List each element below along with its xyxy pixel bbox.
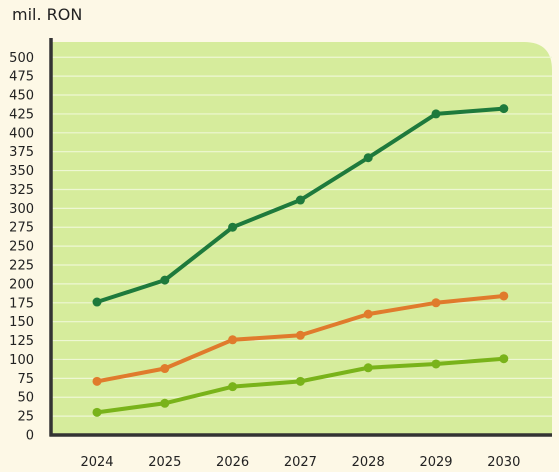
data-point: [295, 330, 305, 340]
data-point: [431, 109, 441, 119]
data-point: [228, 382, 238, 392]
data-point: [228, 335, 238, 345]
y-tick-label: 500: [9, 51, 34, 66]
data-point: [431, 359, 441, 369]
data-point: [92, 407, 102, 417]
y-tick-label: 475: [9, 70, 34, 85]
data-point: [499, 354, 509, 364]
x-tick-label: 2026: [216, 455, 249, 470]
y-tick-label: 275: [9, 221, 34, 236]
y-axis-unit-label: mil. RON: [12, 5, 82, 24]
x-tick-label: 2030: [487, 455, 520, 470]
y-tick-label: 425: [9, 107, 34, 122]
x-tick-label: 2028: [352, 455, 385, 470]
data-point: [160, 275, 170, 285]
data-point: [431, 298, 441, 308]
data-point: [295, 376, 305, 386]
y-tick-label: 400: [9, 126, 34, 141]
y-tick-label: 300: [9, 202, 34, 217]
x-tick-label: 2024: [80, 455, 113, 470]
x-tick-label: 2029: [419, 455, 452, 470]
plot-area: [51, 42, 552, 435]
data-point: [92, 376, 102, 386]
series-3: [92, 354, 509, 417]
x-tick-label: 2025: [148, 455, 181, 470]
data-point: [499, 104, 509, 114]
y-tick-label: 350: [9, 164, 34, 179]
y-axis-ticks: 0 25 50 75 100 125 150 175 200 225 250 275 300 325 350…: [9, 51, 34, 444]
data-point: [363, 363, 373, 373]
gridlines: [51, 56, 552, 417]
y-tick-label: 100: [9, 353, 34, 368]
x-axis-ticks: 2024 2025 2026 2027 2028 2029 2030: [80, 455, 520, 470]
y-tick-label: 325: [9, 183, 34, 198]
series-1: [92, 104, 509, 307]
data-point: [499, 291, 509, 301]
data-point: [363, 309, 373, 319]
x-tick-label: 2027: [284, 455, 317, 470]
series-2: [92, 291, 509, 386]
y-tick-label: 50: [17, 391, 34, 406]
data-point: [295, 195, 305, 205]
series-group: [92, 104, 509, 417]
y-tick-label: 125: [9, 334, 34, 349]
data-point: [160, 364, 170, 374]
y-tick-label: 450: [9, 89, 34, 104]
data-point: [92, 297, 102, 307]
y-tick-label: 0: [26, 429, 34, 444]
y-tick-label: 200: [9, 277, 34, 292]
data-point: [363, 153, 373, 163]
data-point: [160, 398, 170, 408]
y-tick-label: 375: [9, 145, 34, 160]
y-tick-label: 225: [9, 259, 34, 274]
y-tick-label: 75: [17, 372, 34, 387]
y-tick-label: 250: [9, 240, 34, 255]
y-tick-label: 175: [9, 296, 34, 311]
y-tick-label: 25: [17, 410, 34, 425]
data-point: [228, 222, 238, 232]
y-tick-label: 150: [9, 315, 34, 330]
